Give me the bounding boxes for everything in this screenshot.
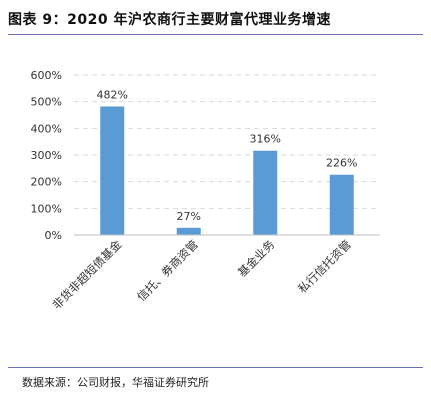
bar [253,150,278,235]
data-labels: 482% 27% 316% 226% [97,88,358,222]
data-label: 226% [326,157,357,170]
data-label: 316% [250,133,281,146]
figure-title: 图表 9：2020 年沪农商行主要财富代理业务增速 [8,12,331,28]
x-tick-labels: 非货非超短债基金 信托、券商资管 基金业务 私行信托资管 [49,237,353,312]
x-tick-label: 基金业务 [235,237,278,280]
bar [100,106,125,235]
y-tick-label: 300% [31,149,62,162]
source-note: 数据来源：公司财报，华福证券研究所 [22,376,209,389]
y-tick-label: 100% [31,202,62,215]
footer-rule [8,367,423,368]
y-tick-label: 400% [31,122,62,135]
y-tick-label: 200% [31,176,62,189]
x-tick-label: 私行信托资管 [295,237,354,296]
data-label: 482% [97,88,128,101]
bars [100,106,354,235]
bar [329,174,354,235]
y-tick-label: 600% [31,69,62,82]
y-tick-label: 500% [31,96,62,109]
bar [176,227,201,235]
x-tick-label: 非货非超短债基金 [49,237,124,312]
gridlines [74,74,380,209]
y-tick-label: 0% [45,229,62,242]
x-tick-label: 信托、券商资管 [134,237,201,304]
y-tick-labels: 0% 100% 200% 300% 400% 500% 600% [31,69,62,242]
title-underline [8,34,423,35]
data-label: 27% [177,210,201,223]
